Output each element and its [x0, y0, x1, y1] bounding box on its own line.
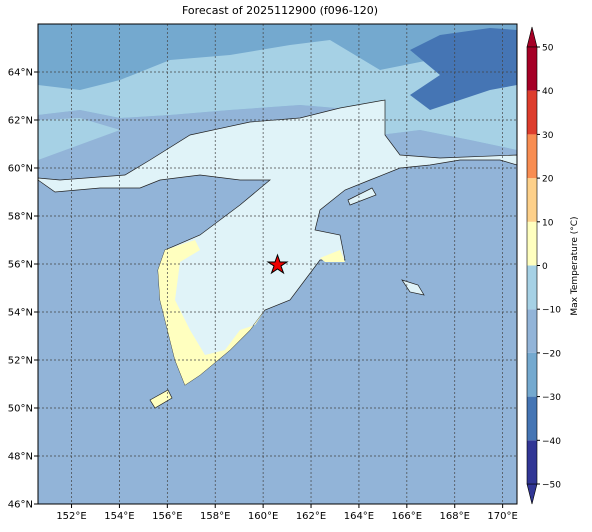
island — [401, 279, 425, 296]
x-tick-label: 168°E — [440, 511, 470, 522]
colorbar-tick-label: −20 — [542, 349, 561, 359]
x-tick-label: 162°E — [296, 511, 326, 522]
colorbar-tick-label: 20 — [542, 175, 554, 185]
very-cold-zone — [410, 28, 517, 110]
map-title: Forecast of 2025112900 (f096-120) — [182, 4, 378, 17]
colorbar-tick-label: −50 — [542, 481, 561, 491]
colorbar-band — [527, 134, 537, 179]
colorbar-band — [527, 178, 537, 222]
colorbar-band — [527, 47, 537, 91]
y-tick-label: 50°N — [8, 404, 33, 415]
colorbar-tick-label: −40 — [542, 437, 561, 447]
colorbar-extend-high — [526, 26, 538, 48]
colorbar-band — [527, 265, 537, 310]
colorbar-band — [527, 396, 537, 441]
y-tick-label: 48°N — [8, 452, 33, 463]
colorbar-band — [527, 352, 537, 397]
colorbar-band — [527, 90, 537, 135]
grid — [38, 24, 517, 504]
x-tick-label: 166°E — [392, 511, 422, 522]
warm-coast — [158, 240, 265, 385]
colorbar-tick-label: −30 — [542, 393, 561, 403]
x-tick-label: 154°E — [104, 511, 134, 522]
x-tick-label: 170°E — [487, 511, 517, 522]
y-tick-label: 54°N — [8, 308, 33, 319]
colorbar-band — [527, 309, 537, 353]
island — [149, 389, 173, 409]
x-tick-label: 160°E — [248, 511, 278, 522]
y-tick-label: 64°N — [8, 68, 33, 79]
colorbar-tick-label: 10 — [542, 218, 554, 228]
cool-zone — [38, 40, 517, 150]
y-tick-label: 58°N — [8, 212, 33, 223]
colorbar-tick-label: 0 — [542, 262, 548, 272]
y-tick-label: 46°N — [8, 500, 33, 511]
colorbar-tick-label: 50 — [542, 44, 554, 54]
y-tick-label: 62°N — [8, 116, 33, 127]
x-tick-label: 152°E — [56, 511, 86, 522]
cool-zone — [38, 118, 120, 160]
map-field — [38, 24, 517, 504]
island — [347, 187, 377, 206]
colorbar-band — [527, 221, 537, 266]
land — [38, 99, 517, 386]
colorbar-tick-label: −10 — [542, 306, 561, 316]
station-marker — [266, 253, 289, 275]
warm-coast — [320, 250, 345, 262]
colorbar-tick-label: 40 — [542, 87, 554, 97]
colorbar-band — [527, 440, 537, 484]
y-tick-label: 60°N — [8, 164, 33, 175]
y-tick-label: 56°N — [8, 260, 33, 271]
x-tick-label: 158°E — [200, 511, 230, 522]
colorbar: −50 −40 −30 −20 −10 0 10 20 30 40 50 — [526, 26, 561, 505]
x-tick-label: 164°E — [344, 511, 374, 522]
colorbar-extend-low — [526, 483, 538, 505]
x-tick-label: 156°E — [152, 511, 182, 522]
colorbar-tick-label: 30 — [542, 131, 554, 141]
colorbar-label: Max Temperature (°C) — [570, 216, 580, 315]
y-tick-label: 52°N — [8, 356, 33, 367]
